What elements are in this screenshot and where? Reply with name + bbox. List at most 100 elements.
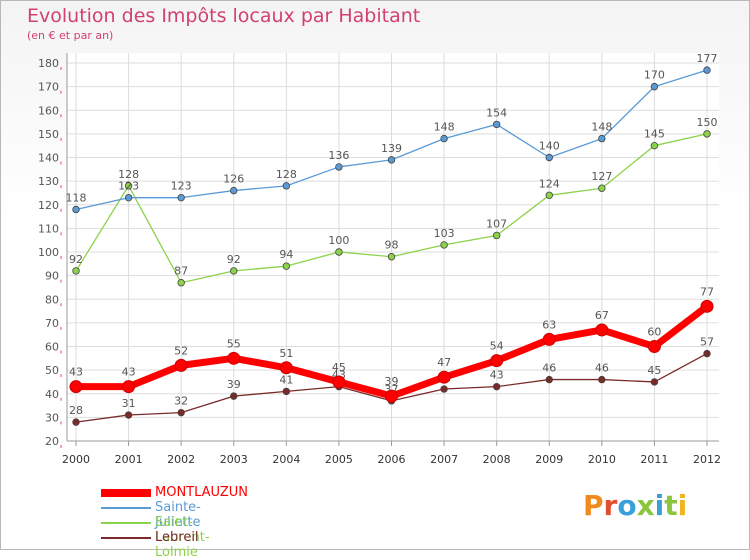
data-label: 43 [490,369,504,382]
data-label: 54 [490,340,504,353]
y-tick-label: 60 [45,341,59,354]
data-point [387,253,396,261]
data-label: 51 [279,347,293,360]
data-point [650,378,659,386]
data-point [177,408,185,417]
y-tick-label: 160 [38,104,59,117]
chart-title: Evolution des Impôts locaux par Habitant [27,5,421,27]
logo-letter: r [603,489,618,522]
data-point [177,193,185,202]
data-label: 127 [591,170,612,183]
data-point [335,163,343,171]
data-label: 39 [227,378,241,391]
data-label: 57 [700,336,714,349]
data-label: 150 [697,116,718,129]
y-tick-label: 180 [38,57,59,70]
data-label: 128 [276,168,297,181]
x-tick-label: 2001 [115,453,143,466]
data-label: 45 [332,361,346,374]
x-tick-label: 2007 [430,453,458,466]
data-point [227,351,241,365]
data-point [647,340,661,353]
data-point [72,418,80,426]
data-label: 98 [385,239,399,252]
data-label: 126 [223,173,244,186]
data-label: 148 [591,121,612,134]
logo-letter: o [617,489,637,522]
data-point [598,375,606,384]
y-tick-label: 90 [45,270,59,283]
data-label: 140 [539,140,560,153]
y-tick-label: 20 [45,435,59,448]
data-point [332,375,346,389]
legend-label: Sainte-Juliette [155,500,201,530]
legend-swatch [101,507,151,509]
data-point [650,141,659,150]
y-tick-label: 120 [38,199,59,212]
data-label: 31 [122,397,136,410]
data-label: 124 [539,177,560,190]
data-label: 63 [542,318,556,331]
data-label: 45 [647,364,661,377]
data-point [542,332,556,346]
logo-letter: i [654,489,665,522]
data-point [72,267,80,275]
data-label: 123 [118,180,139,193]
data-point [545,375,553,384]
x-tick-label: 2011 [640,453,668,466]
y-tick-label: 30 [45,411,59,424]
data-point [124,193,133,202]
x-tick-label: 2005 [325,453,353,466]
y-tick-label: 80 [45,293,59,306]
data-point [440,134,448,143]
y-tick-label: 170 [38,81,59,94]
data-point [437,370,451,384]
data-label: 92 [227,253,241,266]
line-chart: 20 30 40 50 60 70 80 90 100 110 120 130 140 150 160 170… [38,52,721,466]
chart-subtitle: (en € et par an) [27,29,114,42]
data-label: 100 [328,234,349,247]
logo-letter: x [636,489,655,522]
x-tick-label: 2000 [62,453,90,466]
data-point [703,349,711,358]
y-tick-label: 100 [38,246,59,259]
x-tick-label: 2009 [535,453,563,466]
data-label: 170 [644,69,665,82]
y-tick-label: 40 [45,388,59,401]
data-point [492,120,501,129]
data-point [440,385,448,393]
x-tick-label: 2003 [220,453,248,466]
x-tick-label: 2010 [588,453,616,466]
y-tick-label: 140 [38,152,59,165]
data-label: 103 [434,227,455,240]
y-tick-label: 150 [38,128,59,141]
logo-letter: P [583,489,604,522]
proxiti-logo: Proxiti [583,489,687,522]
data-point [385,389,398,403]
y-tick-label: 50 [45,364,59,377]
data-point [177,279,185,287]
data-label: 43 [69,366,83,379]
legend-label: Lebreil [155,530,199,545]
data-label: 43 [122,366,136,379]
data-point [282,182,291,190]
y-tick-label: 70 [45,317,59,330]
logo-letter: t [664,489,678,522]
data-point [282,262,291,270]
y-tick-label: 130 [38,175,59,188]
data-label: 52 [174,344,188,357]
data-label: 87 [174,265,188,278]
data-label: 47 [437,356,451,369]
data-point [545,191,553,199]
data-point [124,411,133,419]
data-label: 39 [385,375,399,388]
logo-letter: i [677,489,688,522]
data-label: 41 [279,373,293,386]
data-point [230,186,238,195]
data-point [69,380,83,394]
legend-label: MONTLAUZUN [155,485,248,500]
data-point [279,361,293,375]
data-label: 94 [279,248,293,261]
data-label: 177 [697,52,718,65]
